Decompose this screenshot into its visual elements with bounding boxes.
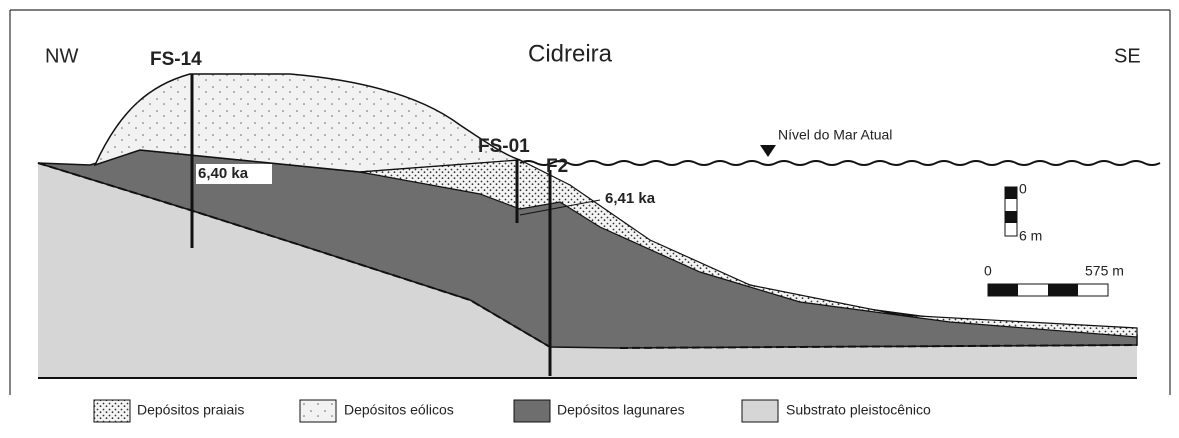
vscale-label: 0 xyxy=(1019,181,1027,197)
hscale xyxy=(1048,284,1078,296)
title: Cidreira xyxy=(528,40,613,67)
legend-swatch xyxy=(514,400,550,422)
legend-swatch xyxy=(742,400,778,422)
vscale xyxy=(1005,211,1017,223)
sea-level-line xyxy=(520,161,1160,165)
hscale-label: 0 xyxy=(984,263,992,279)
se: SE xyxy=(1114,45,1141,67)
legend-swatch xyxy=(300,400,336,422)
age-label: 6,40 ka xyxy=(198,165,249,182)
borehole-label: FS-14 xyxy=(150,49,202,70)
legend-label: Substrato pleistocênico xyxy=(786,402,931,418)
nw: NW xyxy=(45,45,78,67)
legend-label: Depósitos eólicos xyxy=(344,402,454,418)
vscale xyxy=(1005,187,1017,199)
age-label: 6,41 ka xyxy=(605,190,656,207)
borehole-label: FS-01 xyxy=(478,136,530,157)
legend-label: Depósitos lagunares xyxy=(557,402,685,418)
borehole-label: F2 xyxy=(546,156,568,177)
legend-swatch xyxy=(94,400,130,422)
sea-level-marker xyxy=(760,145,776,157)
legend-label: Depósitos praiais xyxy=(137,402,244,418)
vscale-label: 6 m xyxy=(1019,228,1042,244)
sea-level-label: Nível do Mar Atual xyxy=(778,127,892,143)
cross-section: NW SE Cidreira FS-14 6,40 ka FS-01 6,41 … xyxy=(0,0,1179,433)
hscale xyxy=(988,284,1018,296)
hscale-label: 575 m xyxy=(1085,263,1124,279)
